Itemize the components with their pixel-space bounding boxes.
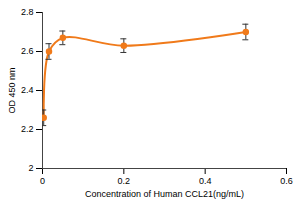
svg-text:0.4: 0.4: [199, 176, 212, 186]
svg-text:OD 450 nm: OD 450 nm: [7, 67, 17, 113]
svg-text:0.6: 0.6: [280, 176, 293, 186]
svg-text:0.2: 0.2: [118, 176, 131, 186]
svg-text:Concentration of Human CCL21(n: Concentration of Human CCL21(ng/mL): [85, 189, 244, 199]
svg-text:0: 0: [40, 176, 45, 186]
svg-text:2.8: 2.8: [21, 7, 34, 17]
svg-text:2: 2: [28, 163, 33, 173]
svg-text:2.6: 2.6: [21, 46, 34, 56]
svg-text:2.2: 2.2: [21, 124, 34, 134]
svg-text:2.4: 2.4: [21, 85, 34, 95]
